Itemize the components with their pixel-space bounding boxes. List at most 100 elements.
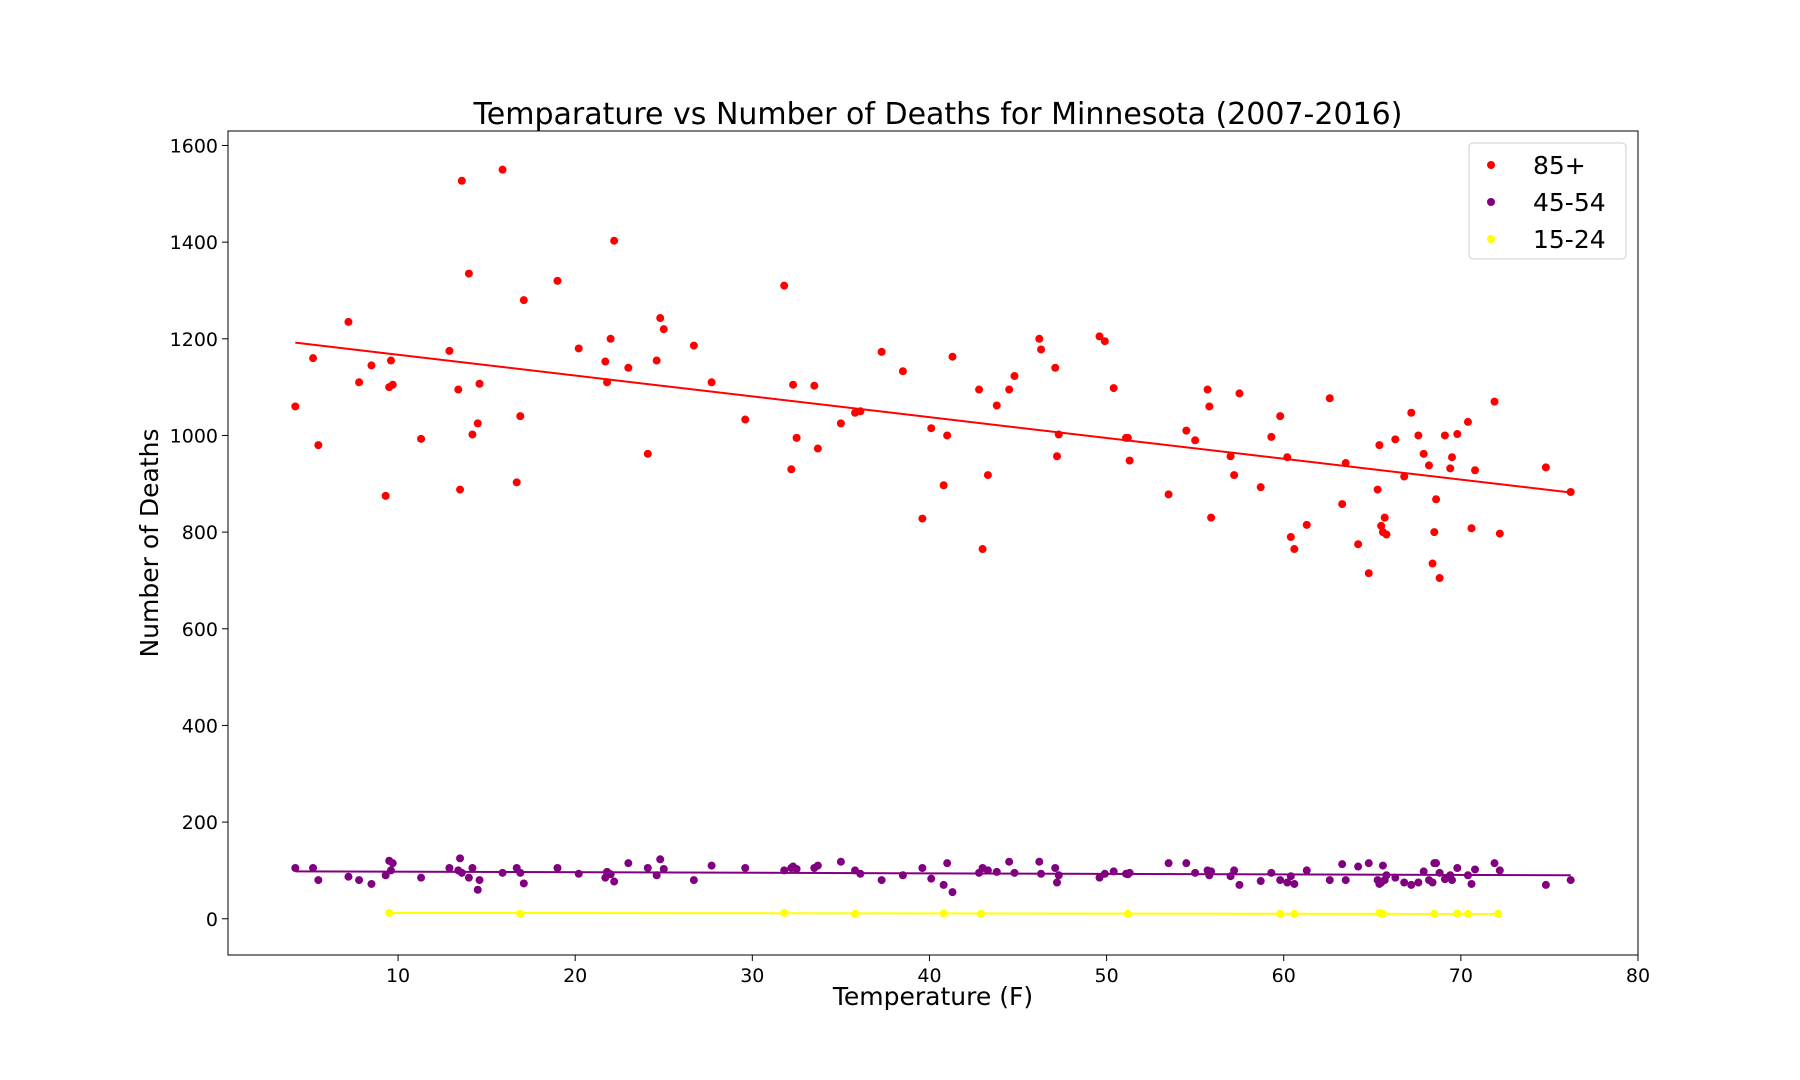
data-point (388, 859, 397, 868)
y-tick-label: 1000 (170, 425, 218, 447)
data-point (1463, 871, 1472, 880)
data-point (918, 514, 927, 523)
data-point (367, 361, 376, 370)
data-point (1432, 495, 1441, 504)
data-point (1391, 435, 1400, 444)
data-point (1364, 569, 1373, 578)
data-point (1428, 878, 1437, 887)
data-point (355, 378, 364, 387)
data-point (1052, 452, 1061, 461)
data-point (512, 478, 521, 487)
data-point (1382, 530, 1391, 539)
data-point (1453, 909, 1462, 918)
data-point (1051, 363, 1060, 372)
data-point (1207, 513, 1216, 522)
data-point (975, 385, 984, 394)
legend: 85+ 45-54 15-24 (1468, 142, 1627, 260)
data-point (1380, 513, 1389, 522)
data-point (1276, 876, 1285, 885)
data-point (1290, 545, 1299, 554)
x-tick-label: 50 (1094, 965, 1118, 987)
data-point (1037, 869, 1046, 878)
data-point (1302, 866, 1311, 875)
data-point (810, 381, 819, 390)
data-point (381, 491, 390, 500)
data-point (456, 485, 465, 494)
data-point (457, 868, 466, 877)
x-tick-label: 10 (386, 965, 410, 987)
data-point (1290, 909, 1299, 918)
data-point (1424, 461, 1433, 470)
data-point (519, 879, 528, 888)
data-point (652, 871, 661, 880)
data-point (643, 449, 652, 458)
data-point (553, 864, 562, 873)
data-point (1490, 859, 1499, 868)
data-point (707, 861, 716, 870)
data-point (388, 380, 397, 389)
data-point (943, 859, 952, 868)
data-point (1440, 431, 1449, 440)
data-point (1207, 867, 1216, 876)
data-point (1100, 869, 1109, 878)
data-point (498, 165, 507, 174)
data-point (1182, 426, 1191, 435)
data-point (927, 424, 936, 433)
data-point (1164, 859, 1173, 868)
x-tick-label: 40 (917, 965, 941, 987)
data-point (948, 352, 957, 361)
y-axis-label: Number of Deaths (135, 428, 164, 657)
data-point (381, 871, 390, 880)
data-point (603, 378, 612, 387)
y-tick-label: 0 (206, 909, 218, 931)
legend-label: 85+ (1533, 151, 1586, 180)
data-point (1435, 868, 1444, 877)
data-point (1467, 524, 1476, 533)
data-point (780, 281, 789, 290)
data-point (877, 347, 886, 356)
data-point (836, 419, 845, 428)
data-point (1430, 909, 1439, 918)
data-point (851, 909, 860, 918)
x-axis-label: Temperature (F) (832, 982, 1033, 1011)
data-point (689, 876, 698, 885)
data-point (659, 325, 668, 334)
data-point (792, 864, 801, 873)
data-point (464, 269, 473, 278)
data-point (1005, 385, 1014, 394)
data-point (601, 357, 610, 366)
data-point (943, 431, 952, 440)
data-point (1203, 385, 1212, 394)
data-point (1338, 500, 1347, 509)
data-point (1453, 864, 1462, 873)
data-point (813, 444, 822, 453)
data-point (1010, 372, 1019, 381)
data-point (836, 857, 845, 866)
data-point (367, 879, 376, 888)
data-point (1286, 872, 1295, 881)
data-point (468, 864, 477, 873)
data-point (291, 402, 300, 411)
data-point (1446, 464, 1455, 473)
legend-label: 45-54 (1533, 188, 1606, 217)
data-point (519, 296, 528, 305)
data-point (1414, 878, 1423, 887)
data-point (475, 876, 484, 885)
data-point (309, 864, 318, 873)
data-point (1267, 432, 1276, 441)
data-point (1453, 430, 1462, 439)
data-point (898, 367, 907, 376)
data-point (976, 909, 985, 918)
data-point (1191, 436, 1200, 445)
data-point (1338, 860, 1347, 869)
data-point (1283, 453, 1292, 462)
data-point (344, 872, 353, 881)
data-point (1125, 456, 1134, 465)
data-point (610, 877, 619, 886)
data-point (939, 481, 948, 490)
data-point (574, 869, 583, 878)
data-point (606, 334, 615, 343)
data-point (417, 434, 426, 443)
data-point (445, 864, 454, 873)
